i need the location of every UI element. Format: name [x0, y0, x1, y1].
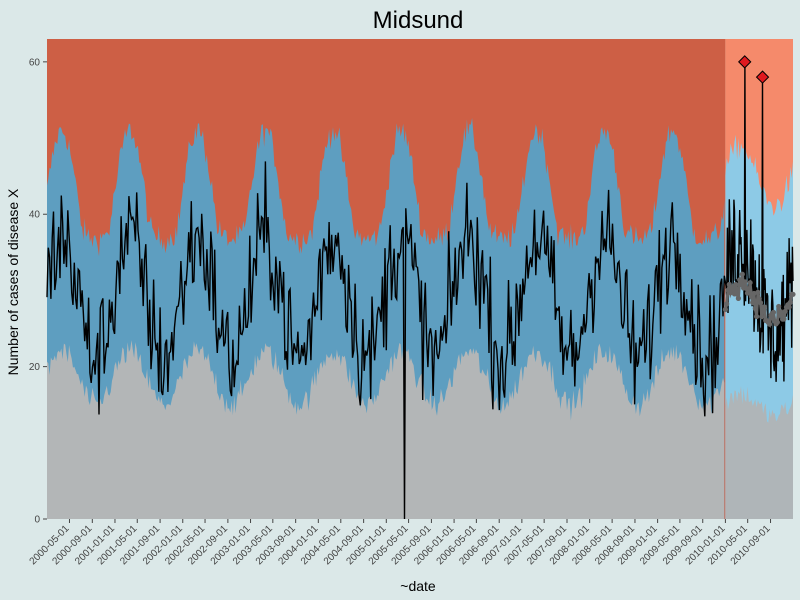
outbreak-marker: [738, 55, 752, 69]
x-axis: 2000-05-012000-09-012001-01-012001-05-01…: [28, 519, 773, 567]
observed-series-line: [46, 61, 794, 520]
y-tick-label: 0: [34, 515, 40, 526]
outbreak-marker: [755, 70, 770, 84]
low-zone-forecast: [725, 386, 793, 519]
forecast-line: [723, 274, 794, 329]
y-axis: 0 20 40 60: [29, 57, 47, 526]
low-zone-baseline: [47, 340, 725, 519]
y-tick-label: 40: [29, 210, 41, 221]
y-axis-title: Number of cases of disease X: [5, 188, 21, 375]
chart-title: Midsund: [373, 7, 464, 34]
plot-panel: [46, 39, 796, 520]
x-axis-title: ~date: [400, 578, 436, 594]
y-tick-label: 20: [29, 362, 41, 373]
y-tick-label: 60: [29, 57, 41, 68]
